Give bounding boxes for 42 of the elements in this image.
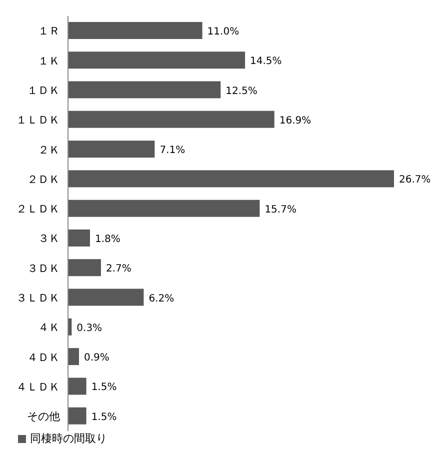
data-label: 26.7% <box>399 174 431 186</box>
data-label: 7.1% <box>160 145 186 156</box>
data-label: 6.2% <box>148 293 174 304</box>
data-label: 1.5% <box>91 412 117 423</box>
y-tick-label: ２Ｋ <box>38 143 60 156</box>
y-tick-label: １ＬＤＫ <box>16 114 60 127</box>
data-label: 0.9% <box>84 352 110 364</box>
data-label: 16.9% <box>279 115 312 126</box>
y-tick-label: ３ＤＫ <box>27 262 60 275</box>
y-tick-label: ４ＬＤＫ <box>16 380 60 394</box>
bar <box>68 22 202 39</box>
bar <box>68 170 394 188</box>
y-tick-label: １ＤＫ <box>27 84 60 98</box>
data-label: 15.7% <box>264 204 296 216</box>
legend-label: 同棲時の間取り <box>30 432 107 445</box>
bar <box>68 200 260 217</box>
y-tick-label: その他 <box>27 410 60 424</box>
data-label: 0.3% <box>76 322 102 334</box>
data-label: 11.0% <box>207 26 240 38</box>
bar <box>68 230 90 246</box>
bar <box>68 259 101 276</box>
bar <box>68 52 246 69</box>
y-tick-label: ４ＤＫ <box>27 350 60 364</box>
bar <box>68 81 221 98</box>
data-label: 14.5% <box>250 56 282 68</box>
bar <box>68 407 86 424</box>
bar <box>68 288 144 306</box>
y-tick-label: １Ｒ <box>38 24 60 38</box>
bar <box>68 110 274 128</box>
data-label: 2.7% <box>106 264 132 275</box>
y-tick-label: ２ＤＫ <box>27 172 60 186</box>
bar <box>68 378 86 395</box>
data-label: 12.5% <box>226 86 258 97</box>
bar <box>68 140 155 158</box>
data-label: 1.5% <box>91 382 117 394</box>
y-tick-label: ３Ｋ <box>38 232 60 246</box>
y-tick-label: １Ｋ <box>38 54 60 68</box>
y-tick-label: ２ＬＤＫ <box>16 202 60 216</box>
data-label: 1.8% <box>94 234 120 245</box>
bar <box>68 348 79 366</box>
y-tick-label: ３ＬＤＫ <box>16 292 60 305</box>
y-tick-label: ４Ｋ <box>38 321 60 334</box>
